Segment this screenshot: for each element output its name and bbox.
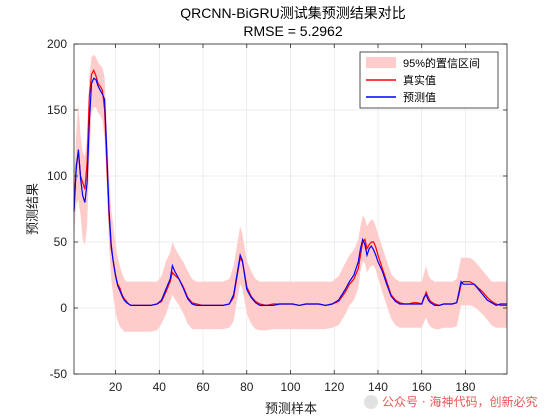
watermark-text: 公众号 · 海神代码，创新必究 [382, 394, 537, 409]
x-tick-labels: 20 40 60 80 100 120 140 160 180 [109, 380, 476, 394]
x-tick-label: 160 [412, 380, 432, 394]
y-tick-label: 150 [47, 103, 67, 117]
chart-subtitle: RMSE = 5.2962 [243, 23, 342, 39]
legend-swatch-band [366, 57, 396, 68]
legend-label-actual: 真实值 [403, 73, 436, 87]
legend: 95%的置信区间 真实值 预测值 [359, 51, 499, 109]
x-tick-label: 20 [109, 380, 123, 394]
y-axis-label: 预测结果 [26, 183, 41, 235]
watermark: 公众号 · 海神代码，创新必究 [364, 394, 537, 409]
legend-label-predicted: 预测值 [403, 91, 436, 104]
y-tick-label: -50 [50, 367, 68, 381]
axis-ticks [74, 43, 507, 375]
x-tick-label: 40 [153, 380, 167, 394]
y-tick-label: 0 [60, 301, 67, 315]
x-tick-label: 100 [280, 380, 300, 394]
y-tick-label: 200 [47, 37, 67, 51]
y-tick-labels: -50 0 50 100 150 200 [47, 37, 67, 381]
x-tick-label: 180 [455, 380, 475, 394]
y-tick-label: 100 [47, 169, 67, 183]
x-axis-label: 预测样本 [265, 402, 317, 417]
x-tick-label: 140 [368, 380, 388, 394]
x-tick-label: 60 [196, 380, 210, 394]
x-tick-label: 120 [324, 380, 344, 394]
chart-title: QRCNN-BiGRU测试集预测结果对比 [180, 5, 406, 21]
legend-label-band: 95%的置信区间 [403, 56, 480, 70]
x-tick-label: 80 [240, 380, 254, 394]
series-line-predicted [73, 77, 507, 307]
y-tick-label: 50 [54, 235, 68, 249]
confidence-band [74, 54, 507, 332]
watermark-logo-icon [364, 395, 378, 409]
